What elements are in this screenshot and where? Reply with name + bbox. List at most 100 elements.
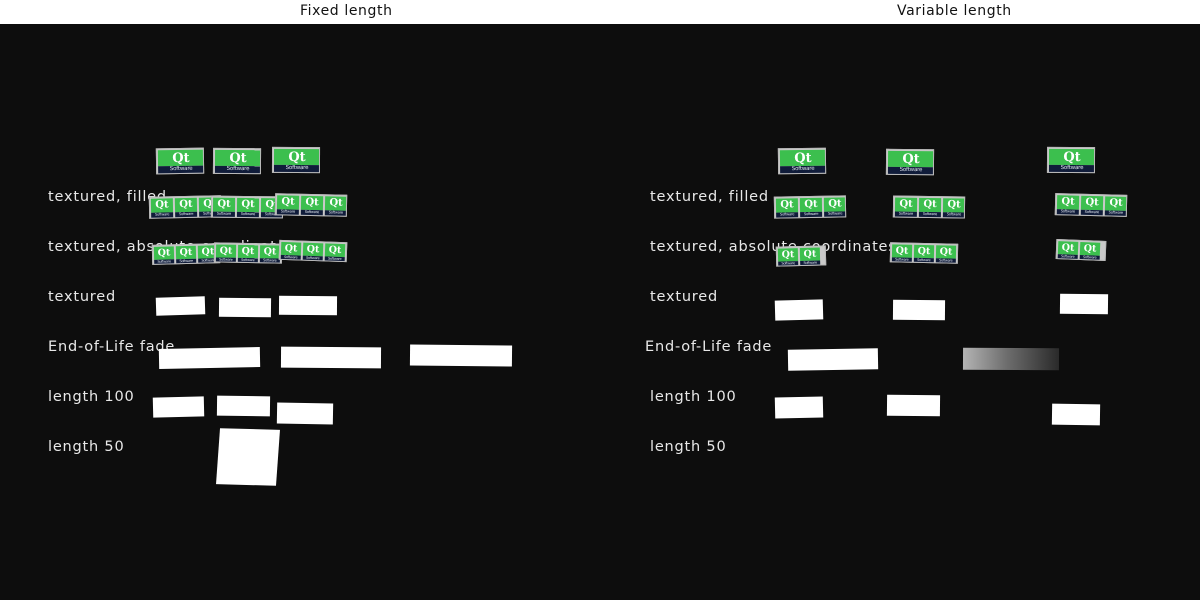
- header-column-variable-length: Variable length: [897, 3, 1012, 19]
- qt-logo-wordmark: Qt: [236, 197, 260, 213]
- line-end-of-life-fade-left-2: [278, 295, 338, 316]
- line-length-100-right-0: [787, 348, 879, 371]
- qt-logo-wordmark: Qt: [300, 195, 324, 211]
- qt-logo-wordmark: Qt: [1079, 241, 1101, 256]
- qt-logo-subtext: Software: [778, 261, 799, 267]
- line-wide-quad-left-0: [216, 428, 280, 486]
- qt-logo-wordmark: Qt: [894, 197, 918, 212]
- qt-logo-wordmark: Qt: [799, 247, 821, 262]
- line-length-100-left-1: [280, 346, 382, 369]
- line-end-of-life-fade-left-1: [218, 297, 272, 318]
- header-bar: Fixed length Variable length: [0, 0, 1200, 24]
- line-textured-filled-left-2: Qt Software: [271, 146, 321, 174]
- qt-logo-subtext: Software: [800, 260, 821, 267]
- line-textured-left-0: Qt Software Qt Software Qt Software: [151, 243, 221, 265]
- line-textured-filled-right-0: Qt Software: [777, 147, 827, 175]
- qt-logo-wordmark: Qt: [891, 244, 913, 258]
- row-label-end-of-life-fade-right: End-of-Life fade: [645, 339, 773, 355]
- qt-logo-wordmark: Qt: [157, 149, 205, 167]
- qt-logo-wordmark: Qt: [777, 248, 799, 262]
- row-label-textured-filled-left: textured, filled: [48, 189, 167, 205]
- line-length-100-left-0: [158, 347, 261, 369]
- qt-logo-subtext: Software: [273, 164, 320, 174]
- qt-logo-wordmark: Qt: [212, 197, 236, 212]
- qt-logo-wordmark: Qt: [273, 148, 321, 166]
- qt-logo-subtext: Software: [259, 258, 280, 264]
- qt-logo-wordmark: Qt: [935, 245, 957, 259]
- qt-logo-wordmark: Qt: [823, 197, 847, 212]
- qt-logo-subtext: Software: [776, 212, 799, 219]
- qt-logo-subtext: Software: [1056, 209, 1079, 216]
- qt-logo-wordmark: Qt: [150, 198, 174, 213]
- line-length-50-left-1: [216, 395, 271, 417]
- render-canvas[interactable]: textured, filled textured, absolute coor…: [0, 24, 1200, 600]
- row-label-length-100-left: length 100: [48, 389, 135, 405]
- qt-logo-wordmark: Qt: [1048, 148, 1096, 166]
- qt-logo-wordmark: Qt: [775, 198, 799, 213]
- line-textured-left-1: Qt Software Qt Software Qt Software: [213, 242, 283, 264]
- line-length-50-left-0: [152, 396, 205, 418]
- qt-logo-wordmark: Qt: [1104, 196, 1128, 211]
- qt-logo-wordmark: Qt: [174, 197, 198, 213]
- qt-logo-subtext: Software: [887, 166, 934, 176]
- line-end-of-life-fade-left-0: [155, 296, 206, 316]
- qt-logo-wordmark: Qt: [887, 150, 935, 168]
- qt-logo-wordmark: Qt: [942, 198, 966, 213]
- qt-logo-subtext: Software: [151, 212, 174, 219]
- qt-logo-subtext: Software: [302, 255, 323, 262]
- qt-logo-wordmark: Qt: [779, 149, 827, 167]
- qt-logo-subtext: Software: [894, 211, 917, 218]
- qt-logo-wordmark: Qt: [214, 149, 262, 167]
- line-length-50-right-1: [886, 394, 941, 417]
- qt-logo-wordmark: Qt: [276, 195, 300, 210]
- line-textured-right-2: Qt Software Qt Software: [1055, 239, 1107, 261]
- qt-logo-wordmark: Qt: [913, 244, 935, 259]
- qt-logo-subtext: Software: [918, 211, 941, 219]
- qt-logo-subtext: Software: [237, 257, 258, 264]
- qt-logo-subtext: Software: [1057, 254, 1078, 260]
- qt-logo-wordmark: Qt: [237, 244, 259, 259]
- line-textured-filled-left-1: Qt Software: [212, 147, 262, 175]
- qt-logo-wordmark: Qt: [1080, 195, 1104, 211]
- line-textured-absolute-right-1: Qt Software Qt Software Qt Software: [892, 195, 966, 219]
- line-textured-absolute-left-2: Qt Software Qt Software Qt Software: [274, 193, 348, 217]
- qt-logo-subtext: Software: [1104, 210, 1127, 217]
- qt-logo-wordmark: Qt: [215, 244, 237, 258]
- line-textured-left-2: Qt Software Qt Software Qt Software: [278, 239, 348, 263]
- line-textured-absolute-right-2: Qt Software Qt Software Qt Software: [1054, 193, 1128, 217]
- line-length-50-left-2: [276, 402, 334, 425]
- row-label-textured-absolute-coordinates-right: textured, absolute coordinates: [650, 239, 897, 255]
